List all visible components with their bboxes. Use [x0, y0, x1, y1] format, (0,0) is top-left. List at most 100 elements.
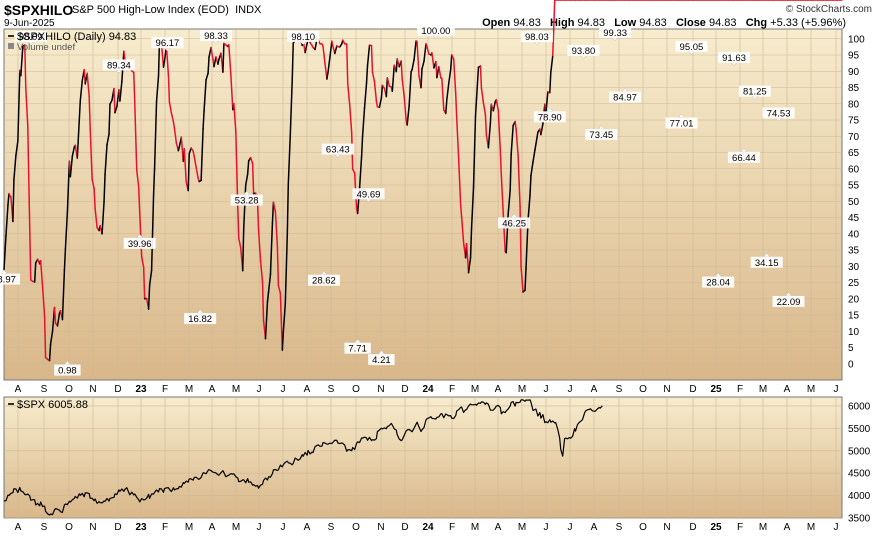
hilo-line-segment [167, 74, 171, 103]
peak-label: 96.17 [151, 37, 184, 52]
x-tick-label: F [737, 384, 743, 395]
y-tick-label: 40 [848, 229, 860, 240]
x-tick-label: 24 [422, 522, 434, 533]
x-tick-label: S [41, 522, 48, 533]
y-tick-label: 4000 [848, 491, 871, 502]
y-tick-label: 20 [848, 294, 860, 305]
x-tick-label: A [209, 384, 216, 395]
y-tick-label: 4500 [848, 469, 871, 480]
y-tick-label: 45 [848, 213, 860, 224]
peak-label-box [702, 276, 735, 288]
hilo-line-segment [135, 169, 140, 189]
hilo-line-segment [134, 101, 138, 171]
hilo-line-segment [284, 233, 289, 305]
x-tick-label: A [784, 384, 791, 395]
hilo-line-segment [530, 161, 534, 177]
peak-label-box [14, 30, 47, 42]
hilo-line-segment [94, 208, 98, 229]
hilo-line-segment [291, 42, 294, 81]
hilo-line-segment [363, 82, 368, 109]
x-tick-label: F [162, 522, 168, 533]
peak-label-box [352, 188, 385, 200]
hilo-line-segment [549, 72, 552, 94]
peak-label: 46.25 [498, 213, 531, 229]
hilo-line-segment [378, 97, 383, 109]
hilo-line-segment [272, 201, 277, 213]
hilo-line-segment [119, 80, 123, 102]
hilo-line-segment [495, 98, 500, 111]
peak-label-box [772, 295, 805, 307]
hilo-line-segment [550, 54, 554, 74]
x-tick-label: J [257, 522, 262, 533]
hilo-line-segment [534, 143, 537, 151]
hilo-line-segment [391, 64, 396, 93]
x-tick-label: A [591, 384, 598, 395]
hilo-line-segment [326, 72, 329, 80]
hilo-line-segment [487, 122, 492, 149]
peak-label-text: 66.44 [732, 153, 756, 164]
x-tick-label: J [281, 522, 286, 533]
hilo-line-segment [259, 259, 264, 283]
peak-label-box [123, 237, 156, 249]
index-name: S&P 500 High-Low Index (EOD) [72, 4, 229, 16]
x-tick-label: J [544, 522, 549, 533]
hilo-line-segment [348, 104, 353, 134]
hilo-line-segment [281, 331, 285, 351]
peak-label-text: 16.82 [188, 314, 212, 325]
hilo-line-segment [327, 56, 331, 74]
peak-label-box [344, 342, 371, 354]
hilo-line-segment [507, 189, 511, 215]
spx-panel: 3500 4000 4500 5000 5500 6000 A S O N D 23 F M A M J J A S O… [3, 396, 871, 533]
y-tick-label: 35 [848, 246, 860, 257]
peak-label-box [199, 30, 232, 42]
hilo-line-segment [475, 66, 480, 101]
hilo-line-segment [56, 312, 61, 327]
peak-label-text: 28.97 [0, 275, 16, 286]
x-tick-label: 25 [710, 384, 722, 395]
spx-line [3, 399, 603, 516]
hilo-line-segment [66, 160, 71, 213]
hilo-line-segment [155, 75, 160, 103]
peak-label: 91.63 [718, 51, 751, 66]
x-tick-label: M [232, 384, 240, 395]
legend-spx: $SPX 6005.88 [17, 399, 88, 411]
peak-label-box [307, 274, 340, 286]
x-tick-label: S [328, 384, 335, 395]
hilo-line-segment [29, 228, 32, 281]
y-tick-label: 80 [848, 99, 860, 110]
y-tick-label: 60 [848, 164, 860, 175]
hilo-line-segment [400, 60, 403, 80]
x-tick-label: S [616, 522, 623, 533]
peak-label-text: 63.43 [326, 145, 350, 156]
hilo-line-segment [15, 140, 19, 157]
hilo-line-segment [408, 71, 412, 107]
hilo-line-segment [173, 126, 178, 144]
peak-label-text: 78.90 [538, 112, 562, 123]
hilo-line-segment [48, 343, 52, 362]
hilo-line-segment [545, 91, 549, 116]
hilo-line-segment [441, 77, 445, 111]
x-tick-label: N [663, 384, 670, 395]
peak-label-text: 39.96 [128, 239, 152, 250]
hilo-line-segment [497, 109, 502, 151]
hilo-line-segment [5, 204, 9, 237]
hilo-line-segment [195, 166, 199, 179]
hilo-line-segment [489, 103, 493, 125]
hilo-line-segment [261, 281, 265, 322]
hilo-line-segment [202, 109, 205, 130]
hilo-line-segment [89, 127, 93, 181]
hilo-line-segment [370, 44, 374, 73]
hilo-line-segment [150, 194, 155, 272]
hilo-line-segment [304, 42, 308, 54]
hilo-line-segment [93, 187, 96, 210]
hilo-line-segment [7, 192, 10, 206]
hilo-line-segment [373, 80, 378, 103]
hilo-line-segment [480, 87, 485, 104]
y-tick-label: 50 [848, 197, 860, 208]
chg-label: Chg [745, 17, 768, 29]
peak-label: 7.71 [344, 338, 371, 355]
peak-label-box [762, 107, 795, 119]
x-tick-label: O [65, 384, 73, 395]
x-tick-label: S [328, 522, 335, 533]
